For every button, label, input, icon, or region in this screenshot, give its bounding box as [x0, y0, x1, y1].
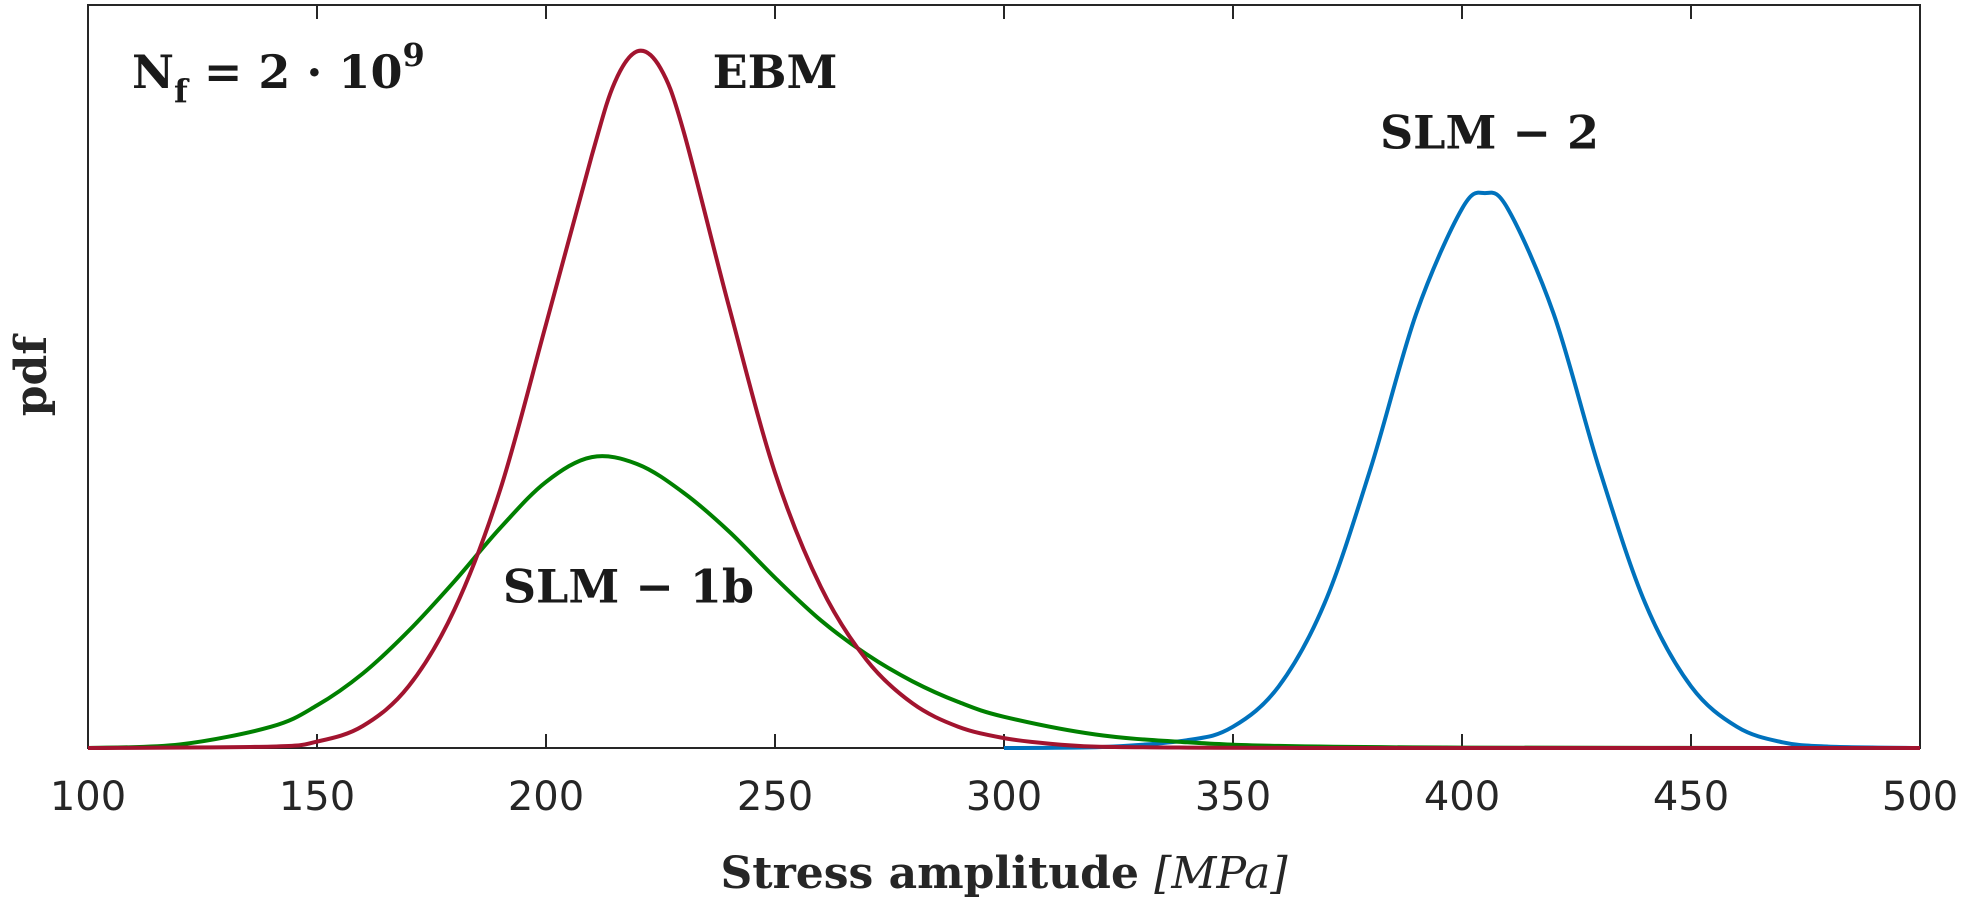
plot-area: [87, 4, 1921, 749]
cycles-annotation: Nf = 2 · 109: [132, 36, 425, 110]
annotation-middle: = 2 · 10: [188, 45, 403, 99]
x-tick-label: 450: [1653, 774, 1729, 820]
x-tick-label: 200: [508, 774, 584, 820]
x-tick-label: 350: [1195, 774, 1271, 820]
x-axis-tick-labels: 100 150 200 250 300 350 400 450 500: [50, 774, 1958, 820]
annotation-base: N: [132, 45, 174, 99]
x-axis-label-text: Stress amplitude: [720, 848, 1154, 899]
x-tick-label: 400: [1424, 774, 1500, 820]
series-line-slm-1b: [87, 454, 1921, 750]
y-axis-label: pdf: [6, 333, 57, 417]
series-label-ebm: EBM: [713, 45, 838, 99]
x-axis-label: Stress amplitude [MPa]: [720, 848, 1288, 899]
annotation-subscript: f: [174, 72, 190, 110]
x-tick-label: 250: [737, 774, 813, 820]
series-line-slm-2: [1003, 190, 1921, 750]
x-tick-label: 150: [279, 774, 355, 820]
series-labels: EBM SLM − 1b SLM − 2: [503, 45, 1599, 613]
series-layer: [87, 48, 1921, 751]
x-tick-label: 100: [50, 774, 126, 820]
x-axis-unit: [MPa]: [1154, 848, 1288, 899]
series-label-slm-2: SLM − 2: [1380, 105, 1599, 159]
x-tick-label: 500: [1882, 774, 1958, 820]
series-line-ebm: [87, 48, 1921, 751]
x-tick-label: 300: [966, 774, 1042, 820]
series-label-slm-1b: SLM − 1b: [503, 560, 754, 614]
annotation-superscript: 9: [402, 36, 424, 74]
